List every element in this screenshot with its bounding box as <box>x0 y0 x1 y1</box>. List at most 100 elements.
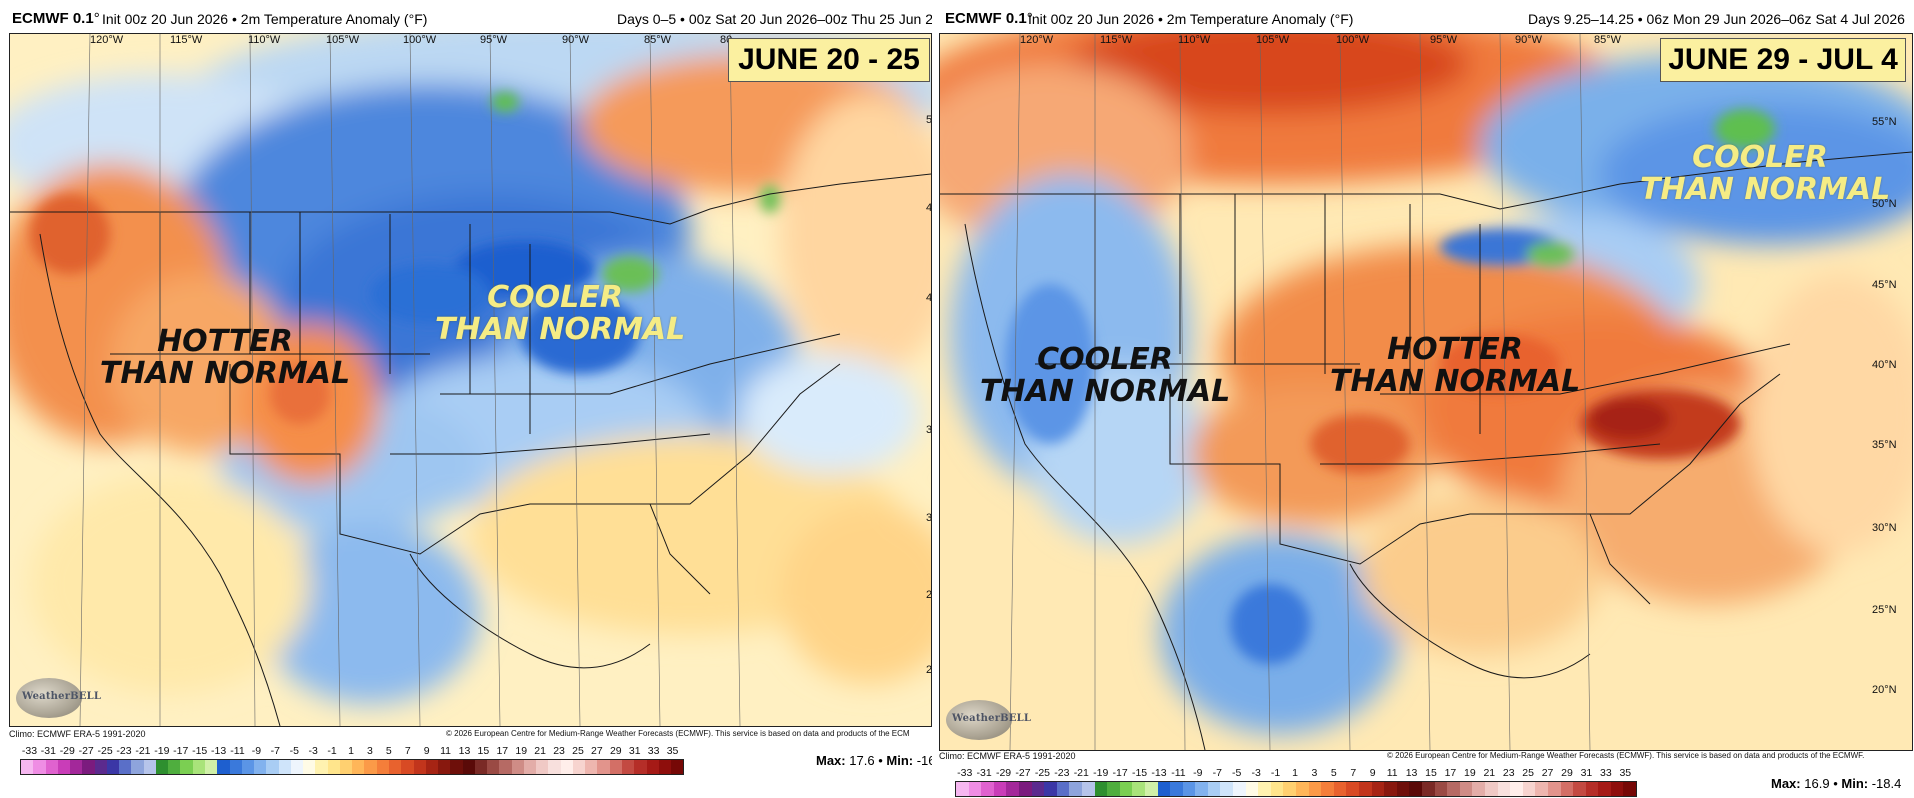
lon-label: 85°W <box>1594 34 1622 46</box>
colorbar-tick-label: -11 <box>230 745 245 757</box>
colorbar-swatch <box>425 760 439 774</box>
colorbar-tick-label: 7 <box>404 745 411 757</box>
copyright-label: © 2026 European Centre for Medium-Range … <box>446 729 910 738</box>
lon-label: 85°W <box>644 34 672 46</box>
colorbar-tick-label: -17 <box>1112 767 1128 779</box>
colorbar <box>20 759 684 775</box>
lon-label: 100°W <box>403 34 437 46</box>
lon-label: 95°W <box>1430 34 1458 46</box>
colorbar-swatch <box>572 760 586 774</box>
colorbar-swatch <box>1421 782 1435 796</box>
colorbar-tick-label: 31 <box>628 745 641 757</box>
colorbar-swatch <box>1056 782 1070 796</box>
colorbar-swatch <box>487 760 500 774</box>
colorbar-swatch <box>266 760 279 774</box>
lon-label: 100°W <box>1336 34 1370 46</box>
colorbar-swatch <box>1006 782 1019 796</box>
colorbar-swatch <box>21 760 34 774</box>
colorbar-tick-label: -7 <box>1212 767 1222 779</box>
colorbar-tick-label: -29 <box>59 745 75 757</box>
colorbar-tick-label: 5 <box>385 745 392 757</box>
colorbar-swatch <box>634 760 647 774</box>
colorbar-swatch <box>352 760 365 774</box>
colorbar-tick-label: 23 <box>1502 767 1515 779</box>
colorbar-swatch <box>450 760 463 774</box>
colorbar-swatch <box>1497 782 1511 796</box>
colorbar-tick-label: 21 <box>1483 767 1496 779</box>
colorbar-swatch <box>204 760 218 774</box>
weatherbell-logo: WeatherBELL <box>946 700 1031 740</box>
colorbar-tick-label: -19 <box>154 745 170 757</box>
colorbar-swatch <box>339 760 353 774</box>
lon-label: 95°W <box>480 34 508 46</box>
colorbar-swatch <box>1296 782 1309 796</box>
colorbar-swatch <box>401 760 414 774</box>
colorbar-tick-label: -5 <box>1232 767 1242 779</box>
colorbar-swatch <box>1144 782 1158 796</box>
colorbar-swatch <box>94 760 107 774</box>
colorbar-tick-label: 31 <box>1580 767 1593 779</box>
colorbar-swatch <box>523 760 537 774</box>
colorbar-tick-label: 29 <box>1561 767 1573 779</box>
colorbar-swatch <box>438 760 451 774</box>
colorbar-tick-label: -21 <box>135 745 151 757</box>
weatherbell-logo: WeatherBELL <box>16 678 101 718</box>
panel-divider <box>932 0 935 798</box>
colorbar-swatch <box>413 760 426 774</box>
colorbar-swatch <box>327 760 340 774</box>
colorbar-swatch <box>1170 782 1183 796</box>
hotter-than-normal-label: HOTTER THAN NORMAL <box>99 324 351 391</box>
lon-label: 90°W <box>1515 34 1543 46</box>
colorbar-swatch <box>597 760 610 774</box>
colorbar-tick-labels: -33 -31 -29 -27 -25 -23 -21 -19 -17 -15 -13 -11 -9 -7… <box>20 745 682 759</box>
colorbar-tick-label: -25 <box>97 745 113 757</box>
colorbar-swatch <box>1459 782 1473 796</box>
colorbar-tick-label: 15 <box>1425 767 1437 779</box>
cooler-than-normal-label: COOLER THAN NORMAL <box>1640 140 1891 207</box>
colorbar-tick-label: -15 <box>192 745 208 757</box>
model-title: ECMWF 0.1° <box>12 10 100 27</box>
colorbar-tick-label: -17 <box>173 745 189 757</box>
lat-label: 2 <box>926 589 932 601</box>
colorbar-swatch <box>1346 782 1359 796</box>
lat-label: 5 <box>926 114 932 126</box>
colorbar-swatch <box>1069 782 1082 796</box>
map-panel-right: ECMWF 0.1° Init 00z 20 Jun 2026 • 2m Tem… <box>935 0 1914 798</box>
colorbar-swatch <box>1283 782 1297 796</box>
colorbar-swatch <box>1245 782 1259 796</box>
colorbar-tick-label: -33 <box>957 767 973 779</box>
colorbar-swatch <box>33 760 46 774</box>
colorbar-swatch <box>658 760 672 774</box>
temperature-anomaly-field <box>940 34 1912 750</box>
colorbar-tick-label: 35 <box>1619 767 1632 779</box>
lat-label: 40°N <box>1872 359 1897 371</box>
lat-label: 2 <box>926 664 932 676</box>
lon-label: 105°W <box>1256 34 1290 46</box>
colorbar-swatch <box>70 760 83 774</box>
colorbar-swatch <box>1371 782 1385 796</box>
colorbar-swatch <box>1119 782 1133 796</box>
date-range-label: JUNE 29 - JUL 4 <box>1660 38 1906 82</box>
colorbar-tick-label: 35 <box>666 745 679 757</box>
colorbar-tick-label: 9 <box>1369 767 1376 779</box>
colorbar-swatch <box>1308 782 1322 796</box>
lon-label: 105°W <box>326 34 360 46</box>
lat-label: 45°N <box>1872 279 1897 291</box>
colorbar-swatch <box>548 760 561 774</box>
climo-label: Climo: ECMWF ERA-5 1991-2020 <box>9 729 146 739</box>
colorbar-swatch <box>622 760 635 774</box>
colorbar-tick-label: -33 <box>21 745 38 757</box>
colorbar-swatch <box>192 760 205 774</box>
colorbar-swatch <box>1535 782 1548 796</box>
colorbar-swatch <box>1031 782 1045 796</box>
colorbar-tick-label: 13 <box>1405 767 1418 779</box>
colorbar-swatch <box>303 760 316 774</box>
lat-label: 20°N <box>1872 684 1897 696</box>
colorbar-swatch <box>45 760 58 774</box>
state-borders <box>940 34 1912 750</box>
temperature-anomaly-field <box>10 34 931 726</box>
colorbar-tick-label: -7 <box>270 745 280 757</box>
model-title: ECMWF 0.1° <box>945 10 1033 27</box>
colorbar-swatch <box>968 782 982 796</box>
colorbar-swatch <box>956 782 969 796</box>
